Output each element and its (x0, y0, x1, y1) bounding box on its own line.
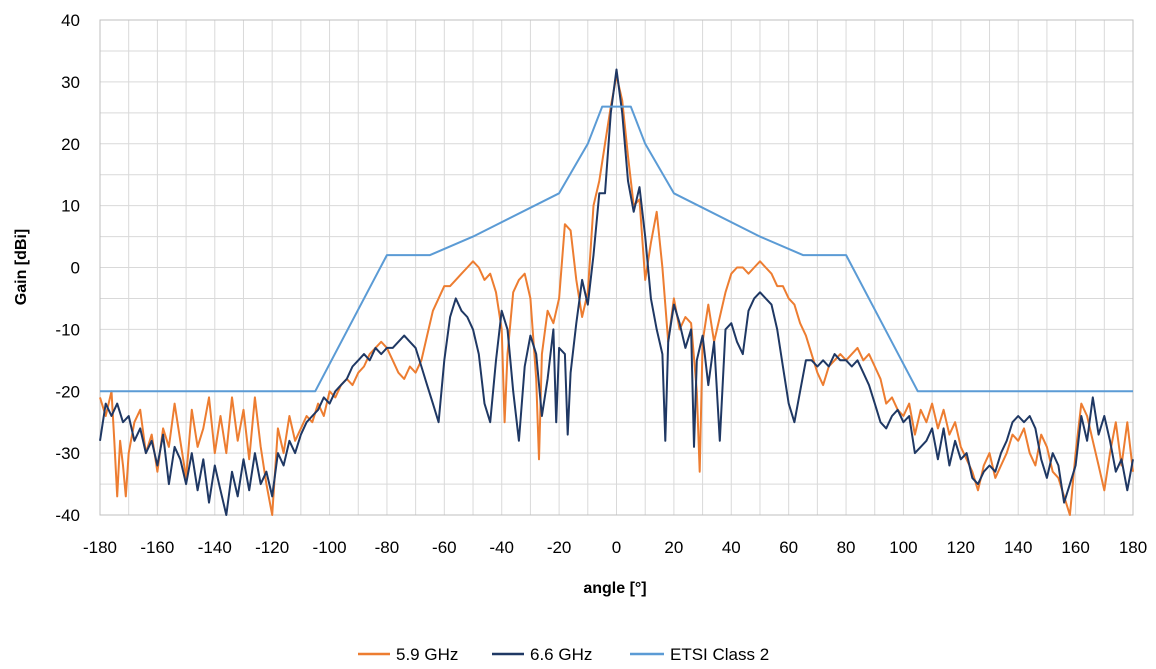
y-tick-label: 0 (71, 259, 80, 278)
plot-area-border (99, 19, 1134, 516)
x-tick-label: 140 (1004, 538, 1032, 557)
x-axis-title: angle [°] (583, 580, 646, 597)
series-layer (99, 68, 1134, 516)
x-tick-label: 40 (722, 538, 741, 557)
x-tick-label: -180 (83, 538, 117, 557)
x-tick-label: 100 (889, 538, 917, 557)
x-tick-label: -60 (432, 538, 457, 557)
x-tick-label: 60 (779, 538, 798, 557)
x-tick-label: -80 (375, 538, 400, 557)
x-tick-label: 180 (1119, 538, 1147, 557)
x-tick-label: -120 (255, 538, 289, 557)
y-tick-label: 40 (61, 11, 80, 30)
y-tick-label: -40 (55, 506, 80, 525)
series-line-5-9-ghz (99, 74, 1134, 516)
y-axis-ticks: -40 -30 -20 -10 0 10 20 30 40 (55, 11, 80, 525)
series-line-etsi-class-2 (100, 105, 1133, 393)
x-tick-label: -20 (547, 538, 572, 557)
legend-label: ETSI Class 2 (670, 645, 769, 664)
y-tick-label: -20 (55, 382, 80, 401)
x-tick-label: 160 (1061, 538, 1089, 557)
legend: 5.9 GHz 6.6 GHz ETSI Class 2 (358, 645, 769, 664)
x-tick-label: 80 (837, 538, 856, 557)
y-tick-label: 30 (61, 73, 80, 92)
x-tick-label: -140 (198, 538, 232, 557)
x-tick-label: -40 (489, 538, 514, 557)
legend-label: 5.9 GHz (396, 645, 458, 664)
grid (99, 19, 1134, 516)
x-tick-label: 20 (664, 538, 683, 557)
legend-label: 6.6 GHz (530, 645, 592, 664)
x-tick-label: -100 (313, 538, 347, 557)
y-tick-label: 20 (61, 135, 80, 154)
y-tick-label: -10 (55, 320, 80, 339)
x-tick-label: 0 (612, 538, 621, 557)
x-axis-ticks: -180 -160 -140 -120 -100 -80 -60 -40 -20 0 20 40 60 8… (83, 538, 1147, 557)
x-tick-label: -160 (140, 538, 174, 557)
x-tick-label: 120 (947, 538, 975, 557)
y-tick-label: 10 (61, 197, 80, 216)
y-axis-title: Gain [dBi] (13, 229, 30, 305)
series-line-6-6-ghz (99, 68, 1134, 516)
y-tick-label: -30 (55, 444, 80, 463)
